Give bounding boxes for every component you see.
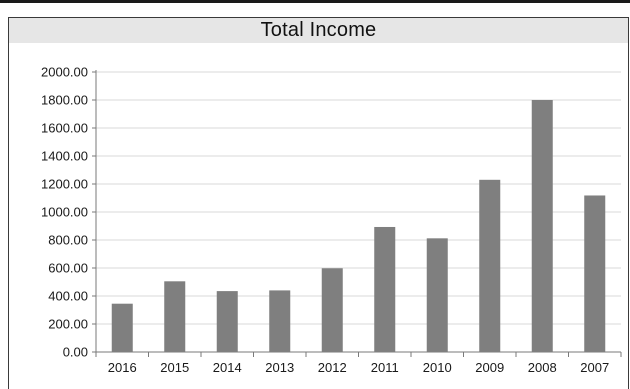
x-tick-label: 2012 xyxy=(318,360,347,375)
x-tick-label: 2009 xyxy=(475,360,504,375)
bar xyxy=(426,238,448,352)
bar xyxy=(216,291,238,352)
x-tick-label: 2007 xyxy=(580,360,609,375)
y-tick-label: 400.00 xyxy=(48,289,88,304)
y-tick-label: 800.00 xyxy=(48,233,88,248)
chart-title-bar: Total Income xyxy=(8,17,629,44)
x-tick-label: 2015 xyxy=(160,360,189,375)
y-tick-label: 2000.00 xyxy=(41,65,88,80)
bar xyxy=(479,179,501,352)
chart-area xyxy=(8,43,629,389)
x-tick-label: 2014 xyxy=(213,360,242,375)
y-tick-label: 1600.00 xyxy=(41,121,88,136)
y-tick-label: 1000.00 xyxy=(41,205,88,220)
chart-title: Total Income xyxy=(260,19,377,41)
bar xyxy=(321,268,343,352)
x-tick-label: 2016 xyxy=(108,360,137,375)
y-tick-label: 0.00 xyxy=(63,345,88,360)
bar xyxy=(111,303,133,352)
y-tick-label: 600.00 xyxy=(48,261,88,276)
bar xyxy=(374,226,396,352)
bar xyxy=(164,281,186,352)
bar xyxy=(269,290,291,352)
x-tick-label: 2011 xyxy=(371,360,399,375)
y-tick-label: 1200.00 xyxy=(41,177,88,192)
y-tick-label: 200.00 xyxy=(48,317,88,332)
x-tick-label: 2008 xyxy=(528,360,557,375)
top-border xyxy=(0,0,630,3)
y-tick-label: 1800.00 xyxy=(41,93,88,108)
bar xyxy=(531,100,553,352)
x-tick-label: 2013 xyxy=(265,360,294,375)
y-tick-label: 1400.00 xyxy=(41,149,88,164)
bar xyxy=(584,195,606,352)
x-tick-label: 2010 xyxy=(423,360,452,375)
